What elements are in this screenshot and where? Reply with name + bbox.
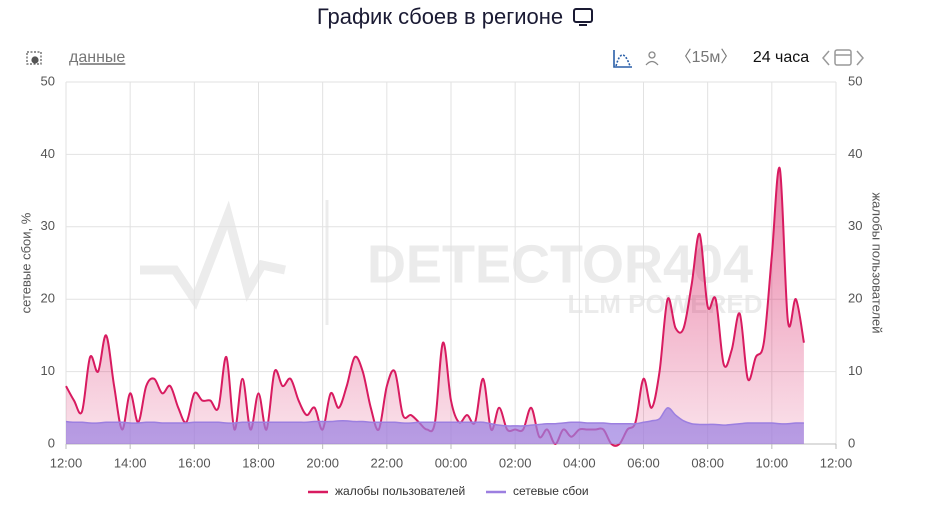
line	[65, 166, 805, 447]
interval-select[interactable]: 〈15м〉	[676, 49, 737, 66]
y-tick-label: 50	[41, 73, 55, 88]
area	[66, 167, 804, 446]
y-tick-label: 40	[41, 146, 55, 161]
legend-label: жалобы пользователей	[335, 484, 465, 498]
monitor-icon	[573, 8, 593, 26]
area	[66, 407, 804, 444]
x-tick-label: 08:00	[691, 455, 724, 470]
y2-tick-label: 0	[848, 435, 855, 450]
y-tick-label: 20	[41, 291, 55, 306]
watermark: DETECTOR404	[367, 234, 753, 294]
y-axis-label: сетевые сбои, %	[18, 212, 33, 313]
chart-title: График сбоев в регионе	[317, 4, 563, 29]
x-tick-label: 02:00	[499, 455, 532, 470]
camera-icon[interactable]	[26, 51, 42, 65]
y2-tick-label: 10	[848, 363, 862, 378]
x-tick-label: 10:00	[756, 455, 789, 470]
line	[65, 407, 804, 427]
data-link[interactable]: данные	[69, 49, 125, 66]
y2-tick-label: 30	[848, 218, 862, 233]
y2-tick-label: 40	[848, 146, 862, 161]
y2-tick-label: 50	[848, 73, 862, 88]
y-tick-label: 10	[41, 363, 55, 378]
y2-axis-label: жалобы пользователей	[870, 192, 885, 333]
y2-tick-label: 20	[848, 291, 862, 306]
x-tick-label: 18:00	[242, 455, 275, 470]
range-select[interactable]: 24 часа	[753, 49, 809, 66]
chart-mode-icon[interactable]	[613, 50, 632, 68]
x-tick-label: 04:00	[563, 455, 596, 470]
x-tick-label: 20:00	[306, 455, 339, 470]
x-tick-label: 00:00	[435, 455, 468, 470]
y-tick-label: 0	[48, 435, 55, 450]
x-tick-label: 16:00	[178, 455, 211, 470]
x-tick-label: 06:00	[627, 455, 660, 470]
x-tick-label: 22:00	[371, 455, 404, 470]
legend-label: сетевые сбои	[513, 484, 589, 498]
watermark-logo	[140, 200, 329, 325]
x-tick-label: 12:00	[820, 455, 853, 470]
y-tick-label: 30	[41, 218, 55, 233]
date-nav[interactable]	[822, 49, 864, 66]
x-tick-label: 12:00	[50, 455, 83, 470]
user-icon[interactable]	[645, 51, 659, 66]
x-tick-label: 14:00	[114, 455, 147, 470]
